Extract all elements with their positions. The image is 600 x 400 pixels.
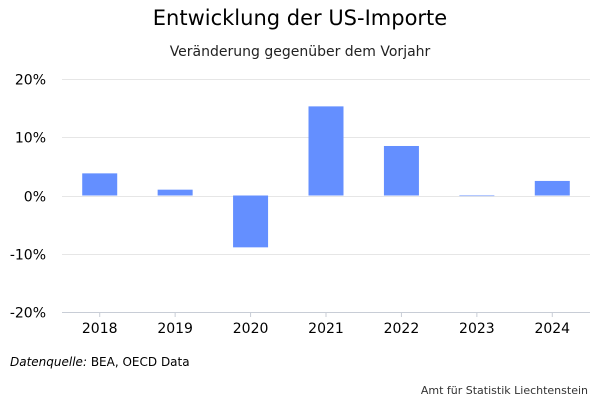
y-tick-label: 10% (15, 131, 46, 147)
y-tick-label: 0% (24, 190, 46, 206)
credit-text: Amt für Statistik Liechtenstein (420, 384, 588, 397)
bars (82, 106, 570, 248)
x-tick-label: 2021 (308, 321, 344, 337)
x-tick-label: 2023 (459, 321, 495, 337)
source-label: Datenquelle: (10, 355, 87, 369)
y-tick-label: 20% (15, 73, 46, 89)
bar-2021 (308, 106, 344, 196)
source-text: BEA, OECD Data (90, 355, 190, 369)
y-tick-label: -10% (10, 248, 46, 264)
bar-2019 (157, 189, 193, 196)
x-axis-ticks: 2018 2019 2020 2021 2022 2023 2024 (82, 312, 570, 337)
bar-2024 (534, 180, 570, 196)
x-tick-label: 2024 (534, 321, 570, 337)
chart-subtitle: Veränderung gegenüber dem Vorjahr (169, 44, 431, 60)
x-tick-label: 2022 (384, 321, 420, 337)
bar-2023 (459, 195, 495, 197)
chart-title: Entwicklung der US-Importe (152, 6, 448, 30)
y-tick-label: -20% (10, 306, 46, 322)
bar-2022 (383, 145, 419, 196)
bar-2018 (82, 173, 118, 196)
source-note: Datenquelle: BEA, OECD Data (10, 355, 190, 369)
y-axis-ticks: 20% 10% 0% -10% -20% (10, 73, 46, 322)
x-tick-label: 2018 (82, 321, 118, 337)
bar-2020 (233, 195, 269, 248)
x-tick-label: 2019 (157, 321, 193, 337)
x-tick-label: 2020 (233, 321, 269, 337)
